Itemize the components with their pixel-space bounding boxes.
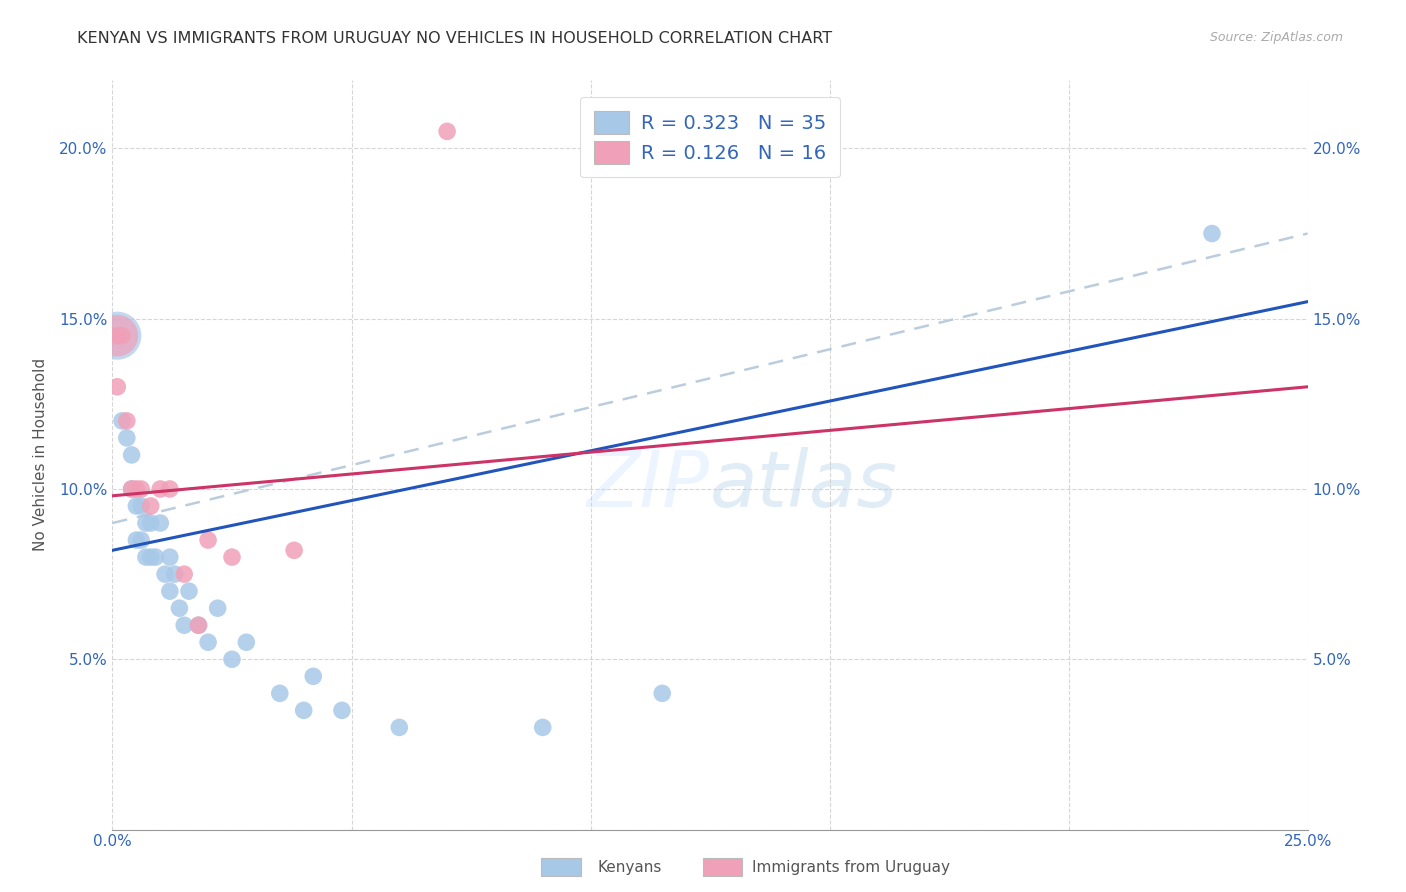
Point [531,720,554,734]
Point [187,618,209,632]
Point [129,499,152,513]
Point [105,328,128,343]
Point [125,482,148,496]
Text: Source: ZipAtlas.com: Source: ZipAtlas.com [1209,31,1343,45]
Point [159,550,181,565]
Point [269,686,291,700]
Text: atlas: atlas [710,447,898,523]
Point [139,499,162,513]
Point [173,618,195,632]
Point [163,567,186,582]
Point [115,414,138,428]
Point [129,482,152,496]
Point [149,482,172,496]
Point [235,635,257,649]
Point [197,635,219,649]
Point [197,533,219,547]
Legend: R = 0.323   N = 35, R = 0.126   N = 16: R = 0.323 N = 35, R = 0.126 N = 16 [581,97,839,178]
Point [388,720,411,734]
Point [139,516,162,530]
Point [169,601,191,615]
Point [105,328,128,343]
Text: ZIP: ZIP [588,447,710,523]
Point [135,516,157,530]
Point [139,550,162,565]
Point [651,686,673,700]
Point [121,448,143,462]
Point [111,328,134,343]
Point [283,543,305,558]
Point [121,482,143,496]
Text: Immigrants from Uruguay: Immigrants from Uruguay [752,860,950,874]
Point [292,703,315,717]
Point [159,584,181,599]
Point [153,567,176,582]
Text: KENYAN VS IMMIGRANTS FROM URUGUAY NO VEHICLES IN HOUSEHOLD CORRELATION CHART: KENYAN VS IMMIGRANTS FROM URUGUAY NO VEH… [77,31,832,46]
Point [129,533,152,547]
Point [125,499,148,513]
Point [145,550,167,565]
Text: Kenyans: Kenyans [598,860,662,874]
Point [159,482,181,496]
Point [330,703,353,717]
Y-axis label: No Vehicles in Household: No Vehicles in Household [34,359,48,551]
Point [111,414,134,428]
Point [121,482,143,496]
Point [221,652,243,666]
Point [115,431,138,445]
Point [221,550,243,565]
Point [105,328,128,343]
Point [187,618,209,632]
Point [125,533,148,547]
Point [1201,227,1223,241]
Point [105,380,128,394]
Point [135,550,157,565]
Point [149,516,172,530]
Point [173,567,195,582]
Point [436,124,458,138]
Point [207,601,229,615]
Point [105,328,128,343]
Point [302,669,325,683]
Point [177,584,200,599]
